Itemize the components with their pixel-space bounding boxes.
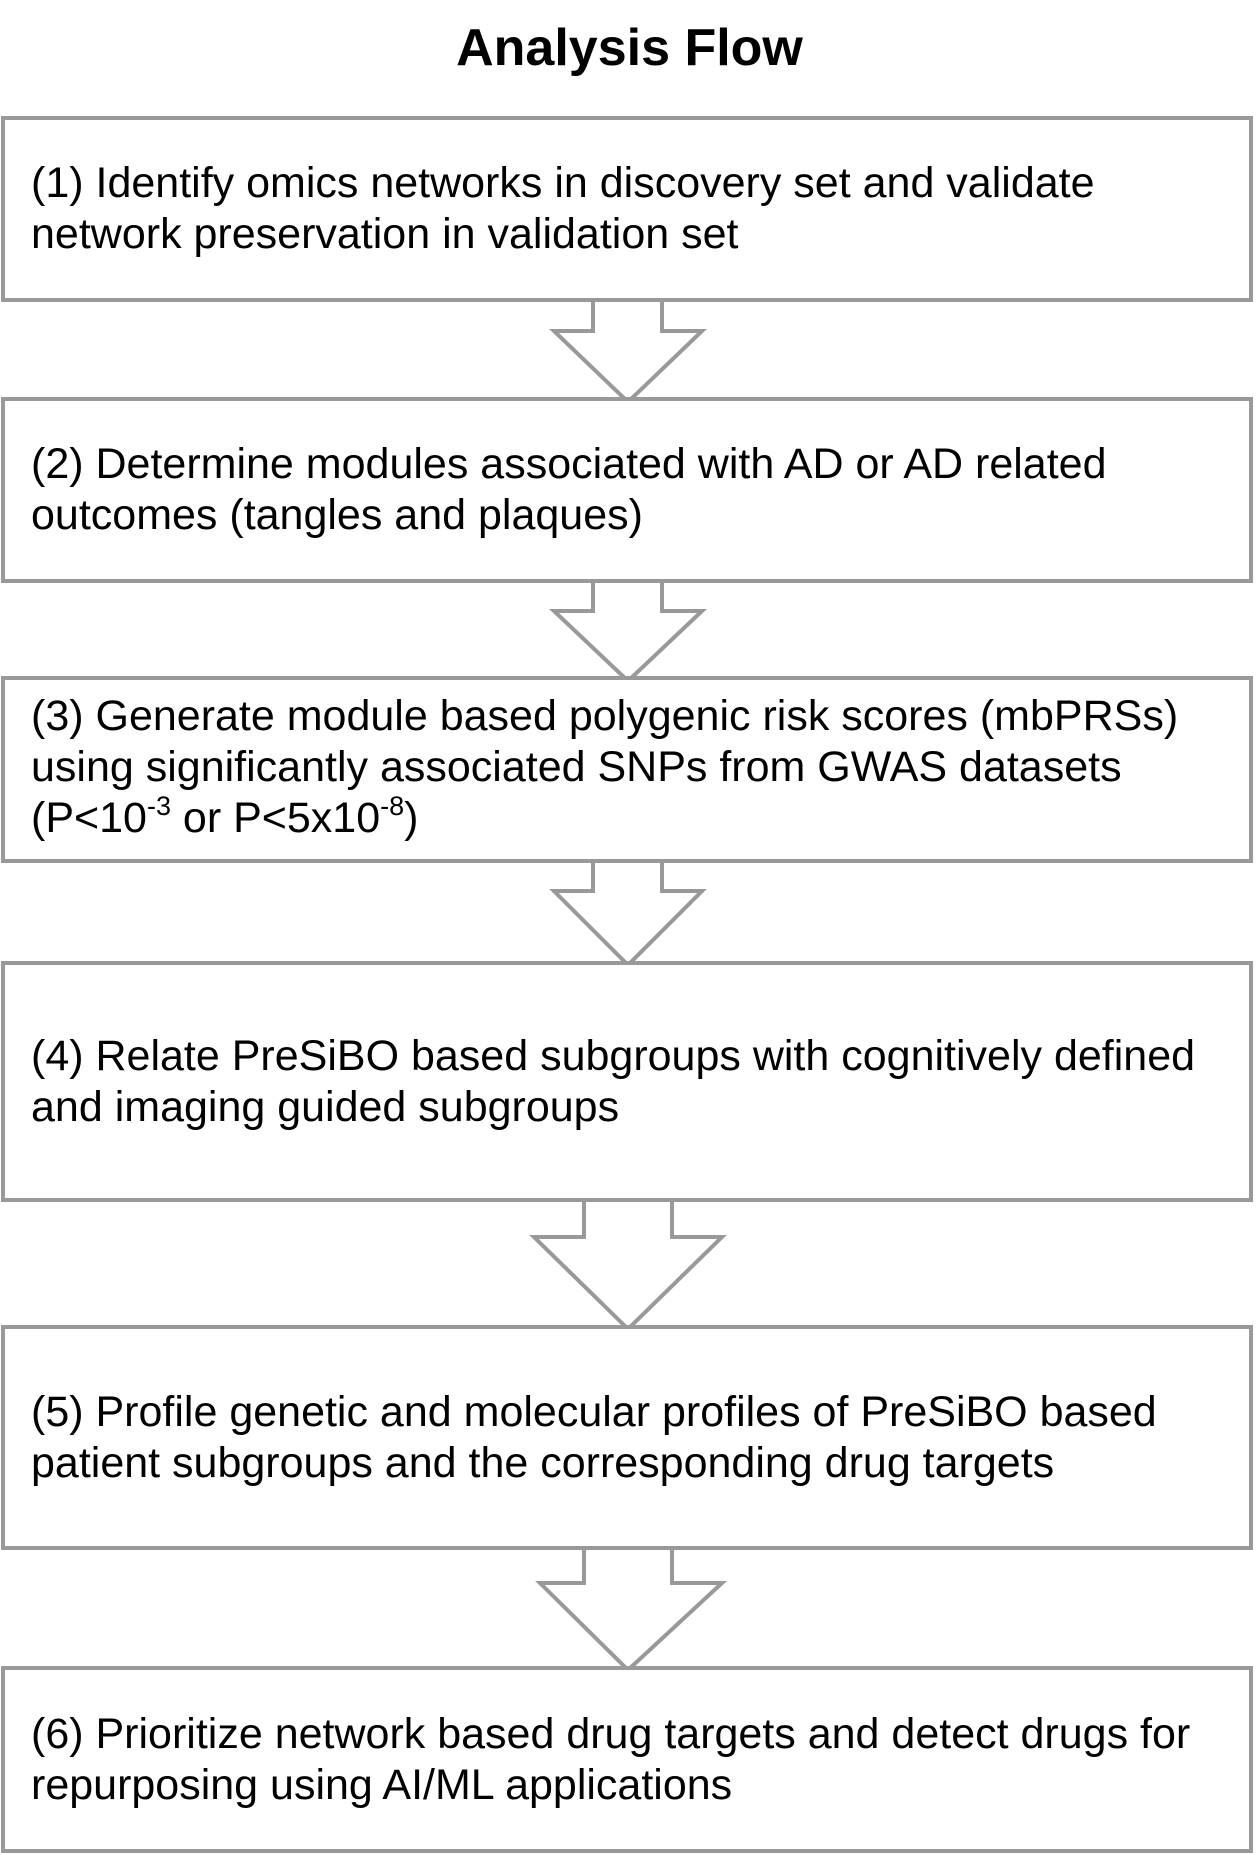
step-1-label: (1) Identify omics networks in discovery… (31, 159, 1095, 258)
step-2-label: (2) Determine modules associated with AD… (31, 440, 1107, 539)
step-3-exponent-2: -8 (380, 791, 405, 821)
step-5-box: (5) Profile genetic and molecular profil… (1, 1325, 1253, 1550)
step-2-box: (2) Determine modules associated with AD… (1, 397, 1253, 583)
step-3-label: (3) Generate module based polygenic risk… (31, 691, 1223, 844)
arrow-step-4-to-5 (529, 1198, 727, 1332)
step-6-box: (6) Prioritize network based drug target… (1, 1666, 1253, 1853)
step-5-label: (5) Profile genetic and molecular profil… (31, 1387, 1157, 1487)
step-6-label: (6) Prioritize network based drug target… (31, 1709, 1191, 1809)
arrow-step-1-to-2 (549, 298, 707, 405)
step-3-box: (3) Generate module based polygenic risk… (1, 676, 1253, 863)
step-3-exponent-1: -3 (146, 791, 171, 821)
step-4-box: (4) Relate PreSiBO based subgroups with … (1, 961, 1253, 1202)
step-3-label-end: ) (404, 794, 419, 842)
step-3-label-main: (3) Generate module based polygenic risk… (31, 692, 1179, 842)
arrow-step-3-to-4 (549, 859, 707, 968)
step-3-label-mid: or P<5x10 (170, 794, 381, 842)
diagram-title: Analysis Flow (456, 19, 803, 77)
step-1-box: (1) Identify omics networks in discovery… (1, 116, 1253, 302)
arrow-step-5-to-6 (535, 1546, 728, 1673)
arrow-step-2-to-3 (548, 579, 708, 684)
step-4-label: (4) Relate PreSiBO based subgroups with … (31, 1031, 1196, 1131)
